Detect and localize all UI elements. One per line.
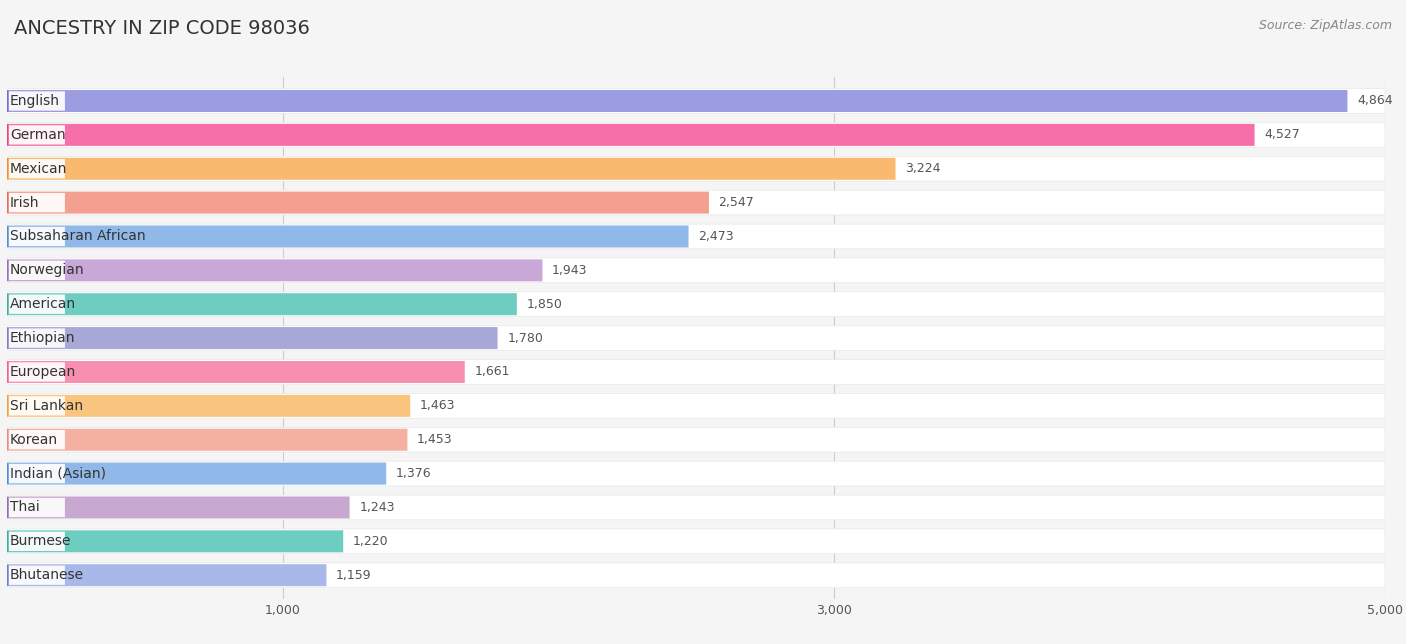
- Text: Mexican: Mexican: [10, 162, 67, 176]
- FancyBboxPatch shape: [7, 326, 1385, 350]
- FancyBboxPatch shape: [7, 532, 65, 551]
- Text: Norwegian: Norwegian: [10, 263, 84, 278]
- FancyBboxPatch shape: [7, 565, 65, 585]
- Text: 1,850: 1,850: [526, 298, 562, 310]
- Text: Burmese: Burmese: [10, 535, 72, 548]
- FancyBboxPatch shape: [7, 564, 326, 586]
- FancyBboxPatch shape: [7, 156, 1385, 181]
- Text: European: European: [10, 365, 76, 379]
- FancyBboxPatch shape: [7, 462, 387, 484]
- FancyBboxPatch shape: [7, 529, 1385, 554]
- FancyBboxPatch shape: [7, 90, 1347, 112]
- FancyBboxPatch shape: [7, 122, 1385, 147]
- Text: 1,780: 1,780: [508, 332, 543, 345]
- Text: 4,864: 4,864: [1357, 95, 1393, 108]
- FancyBboxPatch shape: [7, 495, 1385, 520]
- Text: Sri Lankan: Sri Lankan: [10, 399, 83, 413]
- FancyBboxPatch shape: [7, 89, 1385, 113]
- FancyBboxPatch shape: [7, 461, 1385, 486]
- Text: ANCESTRY IN ZIP CODE 98036: ANCESTRY IN ZIP CODE 98036: [14, 19, 309, 39]
- FancyBboxPatch shape: [7, 159, 65, 178]
- FancyBboxPatch shape: [7, 260, 543, 281]
- Text: 1,453: 1,453: [418, 433, 453, 446]
- Text: 1,943: 1,943: [553, 264, 588, 277]
- Text: Irish: Irish: [10, 196, 39, 209]
- FancyBboxPatch shape: [7, 393, 1385, 418]
- Text: Ethiopian: Ethiopian: [10, 331, 76, 345]
- Text: Source: ZipAtlas.com: Source: ZipAtlas.com: [1258, 19, 1392, 32]
- FancyBboxPatch shape: [7, 428, 1385, 452]
- Text: American: American: [10, 298, 76, 311]
- Text: German: German: [10, 128, 66, 142]
- FancyBboxPatch shape: [7, 294, 65, 314]
- FancyBboxPatch shape: [7, 227, 65, 246]
- FancyBboxPatch shape: [7, 125, 65, 144]
- FancyBboxPatch shape: [7, 190, 1385, 215]
- Text: 1,376: 1,376: [396, 467, 432, 480]
- FancyBboxPatch shape: [7, 361, 465, 383]
- FancyBboxPatch shape: [7, 192, 709, 214]
- Text: 1,220: 1,220: [353, 535, 388, 548]
- FancyBboxPatch shape: [7, 193, 65, 213]
- FancyBboxPatch shape: [7, 292, 1385, 317]
- FancyBboxPatch shape: [7, 395, 411, 417]
- FancyBboxPatch shape: [7, 430, 65, 450]
- Text: 2,473: 2,473: [699, 230, 734, 243]
- Text: 1,661: 1,661: [474, 366, 510, 379]
- FancyBboxPatch shape: [7, 464, 65, 483]
- FancyBboxPatch shape: [7, 497, 350, 518]
- FancyBboxPatch shape: [7, 158, 896, 180]
- Text: 1,159: 1,159: [336, 569, 371, 582]
- FancyBboxPatch shape: [7, 363, 65, 382]
- Text: Indian (Asian): Indian (Asian): [10, 467, 105, 480]
- Text: Subsaharan African: Subsaharan African: [10, 229, 146, 243]
- FancyBboxPatch shape: [7, 563, 1385, 587]
- Text: Bhutanese: Bhutanese: [10, 568, 84, 582]
- FancyBboxPatch shape: [7, 124, 1254, 146]
- FancyBboxPatch shape: [7, 359, 1385, 384]
- FancyBboxPatch shape: [7, 396, 65, 415]
- Text: 3,224: 3,224: [905, 162, 941, 175]
- Text: 2,547: 2,547: [718, 196, 754, 209]
- FancyBboxPatch shape: [7, 498, 65, 517]
- FancyBboxPatch shape: [7, 429, 408, 451]
- FancyBboxPatch shape: [7, 328, 65, 348]
- Text: 4,527: 4,527: [1264, 128, 1301, 142]
- FancyBboxPatch shape: [7, 530, 343, 553]
- FancyBboxPatch shape: [7, 224, 1385, 249]
- Text: 1,243: 1,243: [359, 501, 395, 514]
- FancyBboxPatch shape: [7, 261, 65, 280]
- Text: 1,463: 1,463: [420, 399, 456, 412]
- FancyBboxPatch shape: [7, 91, 65, 111]
- FancyBboxPatch shape: [7, 258, 1385, 283]
- Text: Thai: Thai: [10, 500, 39, 515]
- FancyBboxPatch shape: [7, 327, 498, 349]
- Text: English: English: [10, 94, 60, 108]
- FancyBboxPatch shape: [7, 293, 517, 315]
- Text: Korean: Korean: [10, 433, 58, 447]
- FancyBboxPatch shape: [7, 225, 689, 247]
